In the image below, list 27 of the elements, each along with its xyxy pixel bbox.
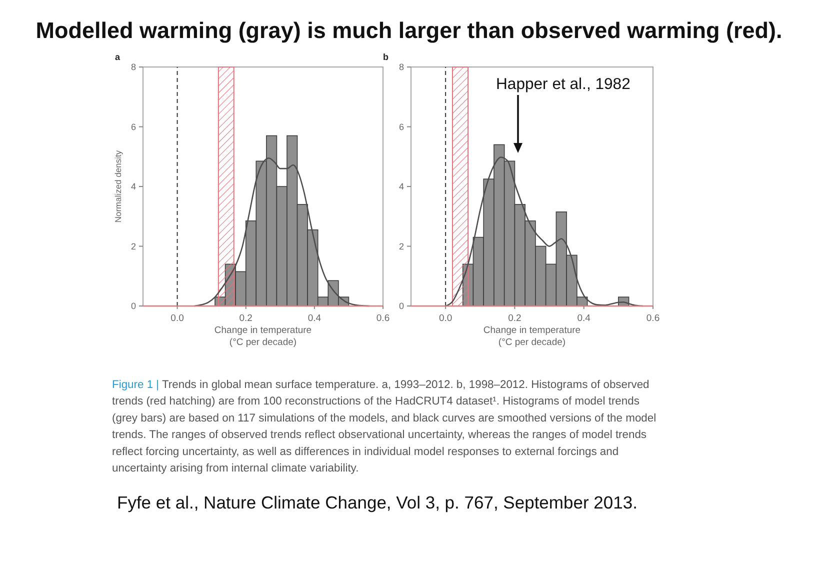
x-tick-label: 0.6 (646, 313, 660, 324)
annotation: Happer et al., 1982 (496, 76, 630, 93)
y-tick-label: 4 (398, 182, 404, 192)
y-tick-label: 0 (130, 301, 136, 312)
text: Figure 1 | Trends in global mean surface temperature. a, 1993–2012. b, 1998–2012. Histograms of observed trends (red hatching) are from 100 reconstructions of the HadCRUT4 dataset¹. Histograms of model trends (grey bars) are based on 117 simulations of the models, and black curves are smoothed versions of the model trends. The ranges of observed trends reflect observational uncertainty, whereas the ranges of model trends reflect forcing uncertainty, as well as differences in individual model responses to external forcings and uncertainty arising from internal climate variability. (112, 379, 656, 474)
y-tick-label: 0 (398, 301, 404, 312)
x-tick-label: 0.2 (239, 313, 252, 324)
y-axis-title: Normalized density (113, 150, 123, 223)
x-axis-title: Change in temperature (°C per decade) (483, 325, 581, 348)
x-tick-label: 0.6 (376, 313, 390, 324)
x-axis-title: Change in temperature (°C per decade) (214, 325, 312, 348)
text: Modelled warming (gray) is much larger than observed warming (red). (36, 18, 782, 43)
chart-title: b (383, 52, 389, 62)
y-tick-label: 4 (130, 182, 136, 192)
y-tick-label: 8 (398, 62, 404, 72)
y-tick-label: 6 (130, 122, 136, 132)
y-tick-label: 2 (398, 241, 404, 252)
x-tick-label: 0.2 (508, 313, 522, 324)
y-tick-label: 8 (130, 62, 136, 72)
x-tick-label: 0.4 (577, 313, 590, 324)
chart-title: a (115, 52, 121, 62)
text: Fyfe et al., Nature Climate Change, Vol 3, p. 767, September 2013. (117, 492, 638, 512)
x-tick-label: 0.0 (438, 313, 452, 324)
x-tick-label: 0.4 (308, 313, 322, 324)
y-tick-label: 6 (398, 122, 404, 132)
y-tick-label: 2 (130, 241, 136, 252)
x-tick-label: 0.0 (170, 313, 184, 324)
